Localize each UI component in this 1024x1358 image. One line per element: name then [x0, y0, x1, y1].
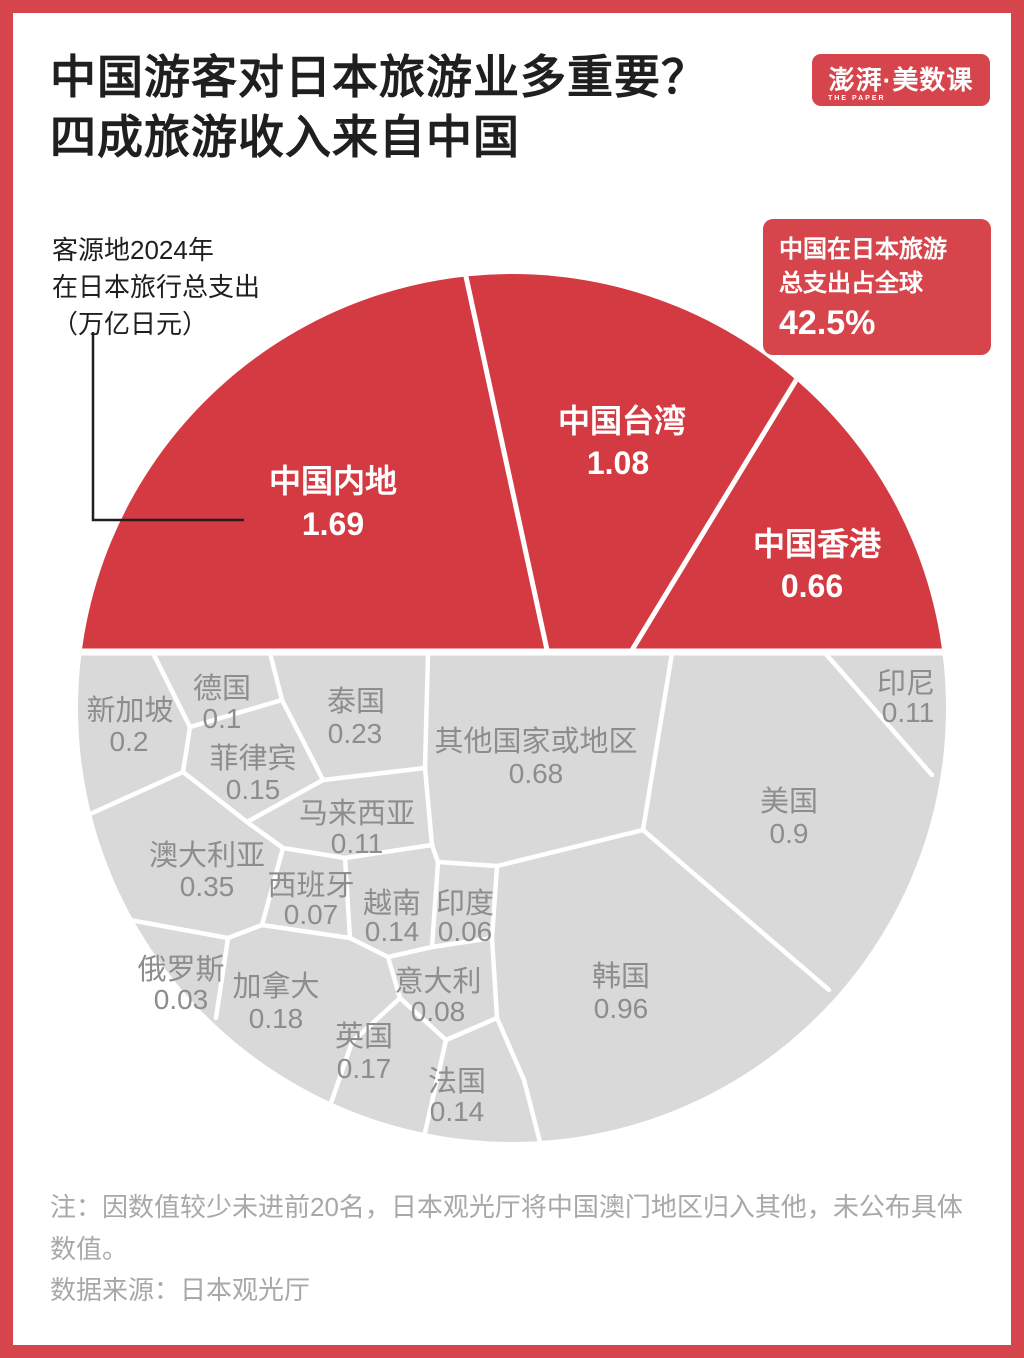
cell-value-usa: 0.9: [770, 818, 809, 849]
cell-label-india: 印度: [436, 887, 494, 920]
cell-value-other-countries: 0.68: [509, 758, 564, 789]
cell-value-vietnam: 0.14: [365, 916, 420, 947]
cell-label-singapore: 新加坡: [86, 694, 173, 727]
page-title-line2: 四成旅游收入来自中国: [50, 110, 520, 163]
cell-value-russia: 0.03: [154, 984, 209, 1015]
cell-value-malaysia: 0.11: [331, 828, 383, 859]
cell-label-germany: 德国: [193, 672, 251, 705]
page-title: 中国游客对日本旅游业多重要？ 四成旅游收入来自中国: [50, 48, 810, 168]
badge-line2: 总支出占全球: [779, 270, 923, 298]
annotation-line1: 客源地2024年: [52, 235, 214, 265]
data-source: 数据来源：日本观光厅: [50, 1275, 311, 1305]
cell-label-vietnam: 越南: [363, 887, 421, 920]
cell-value-philippines: 0.15: [226, 774, 281, 805]
cell-label-australia: 澳大利亚: [149, 839, 265, 872]
cell-label-spain: 西班牙: [267, 869, 354, 902]
cell-value-australia: 0.35: [180, 871, 235, 902]
footnote: 注：因数值较少未进前20名，日本观光厅将中国澳门地区归入其他，未公布具体数值。: [50, 1192, 963, 1265]
cell-label-philippines: 菲律宾: [209, 742, 296, 775]
cell-label-indonesia: 印尼: [877, 668, 935, 700]
cell-label-other-countries: 其他国家或地区: [434, 725, 637, 758]
badge-percentage: 42.5%: [779, 304, 876, 343]
cell-value-singapore: 0.2: [110, 726, 149, 757]
cell-value-italy: 0.08: [411, 996, 466, 1027]
china-share-badge: 中国在日本旅游 总支出占全球 42.5%: [763, 219, 991, 355]
chart-unit-annotation: 客源地2024年 在日本旅行总支出 （万亿日元）: [52, 232, 260, 343]
annotation-line3: （万亿日元）: [52, 308, 209, 339]
cell-label-usa: 美国: [760, 785, 818, 818]
cell-value-canada: 0.18: [249, 1003, 304, 1034]
cell-label-mainland-china: 中国内地: [269, 463, 397, 499]
cell-label-france: 法国: [428, 1065, 486, 1098]
cell-value-mainland-china: 1.69: [302, 506, 364, 542]
annotation-connector-line: [91, 332, 244, 522]
cell-label-italy: 意大利: [394, 965, 481, 998]
cell-value-india: 0.06: [438, 916, 493, 947]
cell-value-thailand: 0.23: [328, 718, 383, 749]
the-paper-logo: 澎湃·美数课 THE PAPER: [812, 54, 990, 106]
cell-value-indonesia: 0.11: [882, 697, 934, 728]
china-sector-dividers: [462, 274, 801, 652]
cell-label-south-korea: 韩国: [592, 960, 650, 993]
cell-value-taiwan: 1.08: [587, 445, 649, 481]
cell-value-france: 0.14: [430, 1096, 485, 1127]
cell-label-hongkong: 中国香港: [753, 526, 882, 562]
logo-subtext: THE PAPER: [828, 95, 886, 102]
cell-label-canada: 加拿大: [232, 970, 319, 1003]
badge-line1: 中国在日本旅游: [779, 236, 947, 263]
logo-text: 澎湃·美数课: [828, 65, 974, 95]
others-cell-borders: [85, 650, 935, 1142]
cell-value-hongkong: 0.66: [781, 568, 843, 604]
cell-value-germany: 0.1: [203, 703, 242, 734]
cell-label-taiwan: 中国台湾: [558, 403, 686, 439]
cell-label-malaysia: 马来西亚: [299, 798, 415, 830]
cell-value-south-korea: 0.96: [594, 993, 649, 1024]
cell-label-uk: 英国: [335, 1020, 393, 1053]
annotation-line2: 在日本旅行总支出: [52, 271, 261, 302]
china-cell-labels: 中国内地 1.69 中国台湾 1.08 中国香港 0.66: [269, 403, 882, 604]
cell-value-spain: 0.07: [284, 899, 339, 930]
others-cell-labels: 德国 0.1 新加坡 0.2 泰国 0.23 菲律宾 0.15 其他国家或地区 …: [86, 668, 935, 1127]
cell-value-uk: 0.17: [337, 1053, 392, 1084]
cell-label-russia: 俄罗斯: [137, 953, 224, 986]
cell-label-thailand: 泰国: [327, 685, 385, 718]
page-title-line1: 中国游客对日本旅游业多重要？: [50, 51, 708, 103]
